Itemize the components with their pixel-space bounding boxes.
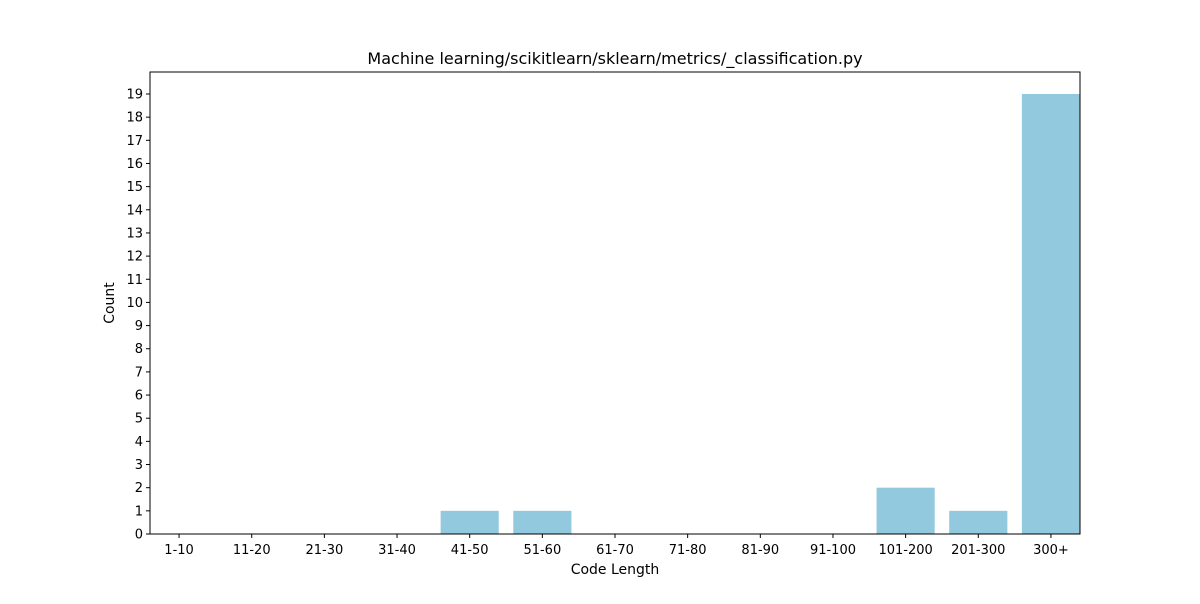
bar-101-200 [876,487,935,534]
y-tick-label: 14 [126,203,143,218]
x-tick-label: 300+ [1033,543,1069,558]
x-tick-label: 71-80 [669,543,707,558]
y-tick-label: 8 [135,342,143,357]
y-tick-label: 19 [126,88,143,103]
x-tick-label: 21-30 [305,543,343,558]
x-tick-label: 91-100 [810,543,856,558]
y-tick-label: 10 [126,296,143,311]
x-tick-label: 81-90 [741,543,779,558]
y-axis-label: Count [102,282,118,324]
bar-201-300 [949,510,1008,534]
x-axis-label: Code Length [571,562,660,578]
y-tick-label: 7 [135,365,143,380]
bar-51-60 [513,510,572,534]
x-tick-label: 51-60 [523,543,561,558]
x-axis-ticks: 1-10 11-20 21-30 31-40 41-50 51-60 61-70 71-80 8… [164,534,1069,558]
x-tick-label: 11-20 [233,543,271,558]
y-tick-label: 18 [126,111,143,126]
y-tick-label: 3 [135,458,143,473]
y-tick-label: 11 [126,273,143,288]
y-tick-label: 13 [126,226,143,241]
bar-300+ [1021,94,1080,534]
plot-frame [149,71,1081,535]
x-tick-label: 101-200 [878,543,932,558]
y-tick-label: 1 [135,504,143,519]
bar-41-50 [440,510,499,534]
x-tick-label: 201-300 [951,543,1005,558]
y-tick-label: 6 [135,389,143,404]
y-tick-label: 12 [126,250,143,265]
y-tick-label: 17 [126,134,143,149]
y-tick-label: 0 [135,528,143,543]
y-tick-label: 9 [135,319,143,334]
y-tick-label: 15 [126,180,143,195]
y-tick-label: 4 [135,435,143,450]
y-tick-label: 2 [135,481,143,496]
x-tick-label: 61-70 [596,543,634,558]
bars [440,94,1080,534]
y-tick-label: 5 [135,412,143,427]
chart-title: Machine learning/scikitlearn/sklearn/met… [367,49,862,69]
x-tick-label: 41-50 [451,543,489,558]
x-tick-label: 1-10 [164,543,194,558]
x-tick-label: 31-40 [378,543,416,558]
y-tick-label: 16 [126,157,143,172]
